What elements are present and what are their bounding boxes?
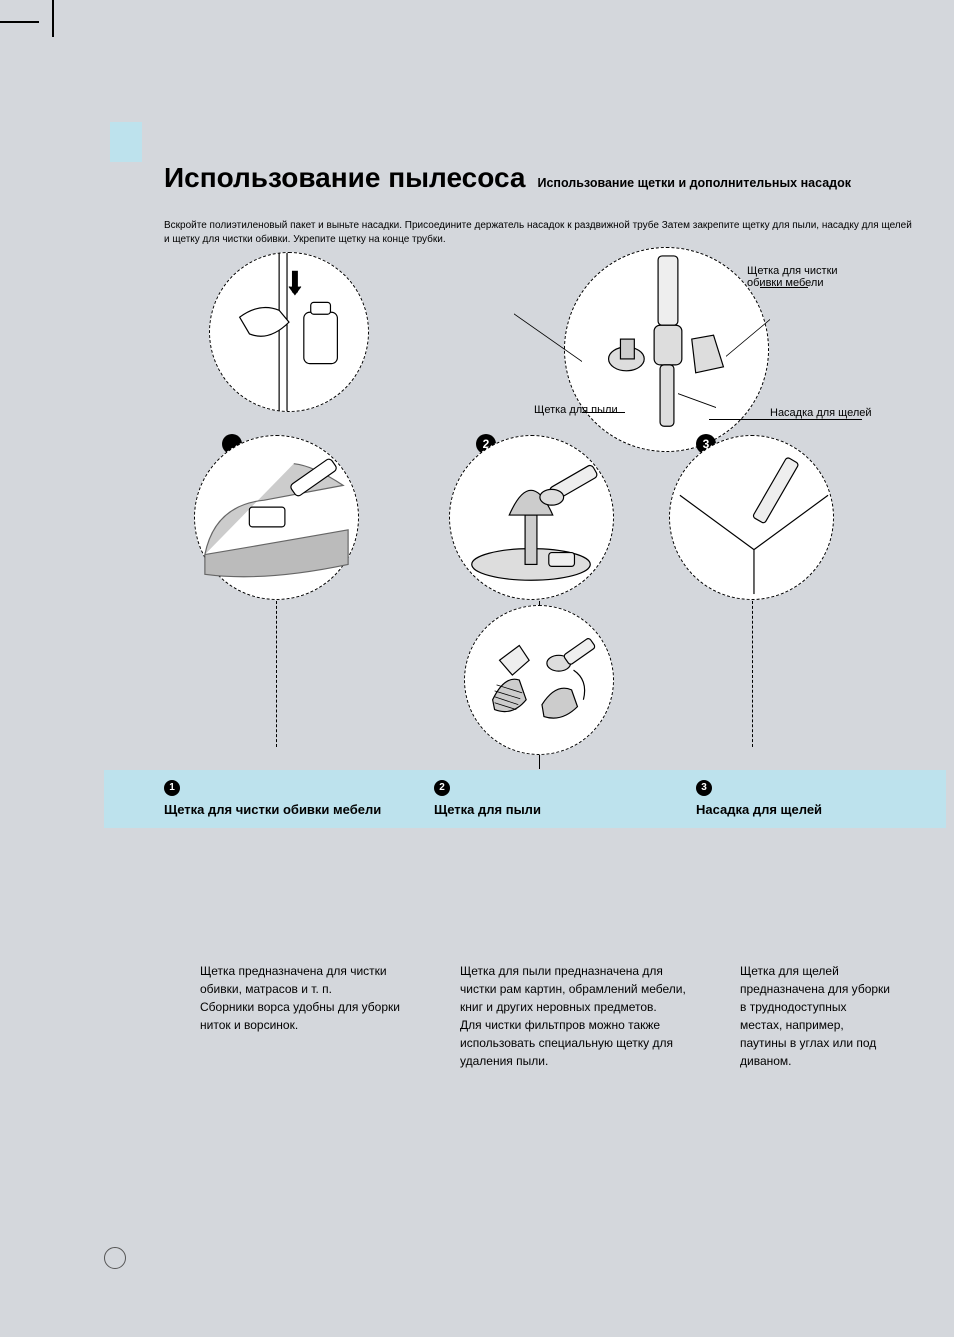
lead-mid-2b	[539, 755, 540, 769]
lead-down-3	[752, 601, 753, 747]
diagram-holder	[564, 247, 769, 452]
page-number-circle	[104, 1247, 126, 1269]
page-title: Использование пылесоса	[164, 162, 525, 194]
page-area: Использование пылесоса Использование щет…	[52, 37, 954, 1337]
desc-2: Щетка для пыли предназначена для чистки …	[460, 962, 690, 1070]
title-row: Использование пылесоса Использование щет…	[164, 162, 914, 194]
desc-1: Щетка предназначена для чистки обивки, м…	[200, 962, 410, 1070]
diagram-crevice-use	[669, 435, 834, 600]
diagram-upholstery-use	[194, 435, 359, 600]
diagram-dust-use	[449, 435, 614, 600]
section-3-num: 3	[696, 780, 712, 796]
lead-down-1	[276, 601, 277, 747]
descriptions: Щетка предназначена для чистки обивки, м…	[200, 962, 894, 1070]
crop-mark-vertical	[52, 0, 54, 37]
section-1-title: Щетка для чистки обивки мебели	[164, 802, 434, 817]
callout-dust: Щетка для пыли	[534, 404, 618, 416]
holder-illustration-icon	[565, 248, 768, 451]
dust-use-icon	[450, 436, 613, 599]
diagram-assembly	[209, 252, 369, 412]
desc-3: Щетка для щелей предназначена для уборки…	[740, 962, 890, 1070]
section-1: 1 Щетка для чистки обивки мебели	[164, 777, 434, 825]
callout-upholstery: Щетка для чистки обивки мебели	[747, 265, 838, 289]
section-3-title: Насадка для щелей	[696, 802, 906, 817]
assembly-illustration-icon	[210, 253, 368, 411]
upholstery-use-icon	[195, 436, 358, 599]
crevice-use-icon	[670, 436, 833, 599]
crop-mark-horizontal	[0, 21, 39, 23]
intro-text: Вскройте полиэтиленовый пакет и выньте н…	[164, 219, 914, 246]
lead-mid-2a	[539, 601, 540, 605]
section-2-title: Щетка для пыли	[434, 802, 696, 817]
lead-crevice	[709, 419, 862, 420]
section-band-inner: 1 Щетка для чистки обивки мебели 2 Щетка…	[164, 777, 914, 825]
section-3: 3 Насадка для щелей	[696, 777, 906, 825]
filter-clean-icon	[465, 606, 613, 754]
page-subtitle: Использование щетки и дополнительных нас…	[537, 176, 850, 190]
section-2-num: 2	[434, 780, 450, 796]
callout-crevice: Насадка для щелей	[770, 407, 872, 419]
section-1-num: 1	[164, 780, 180, 796]
title-accent-block	[110, 122, 142, 162]
diagram-area: Щетка для пыли Щетка для чистки обивки м…	[164, 247, 884, 747]
section-2: 2 Щетка для пыли	[434, 777, 696, 825]
diagram-filter-clean	[464, 605, 614, 755]
